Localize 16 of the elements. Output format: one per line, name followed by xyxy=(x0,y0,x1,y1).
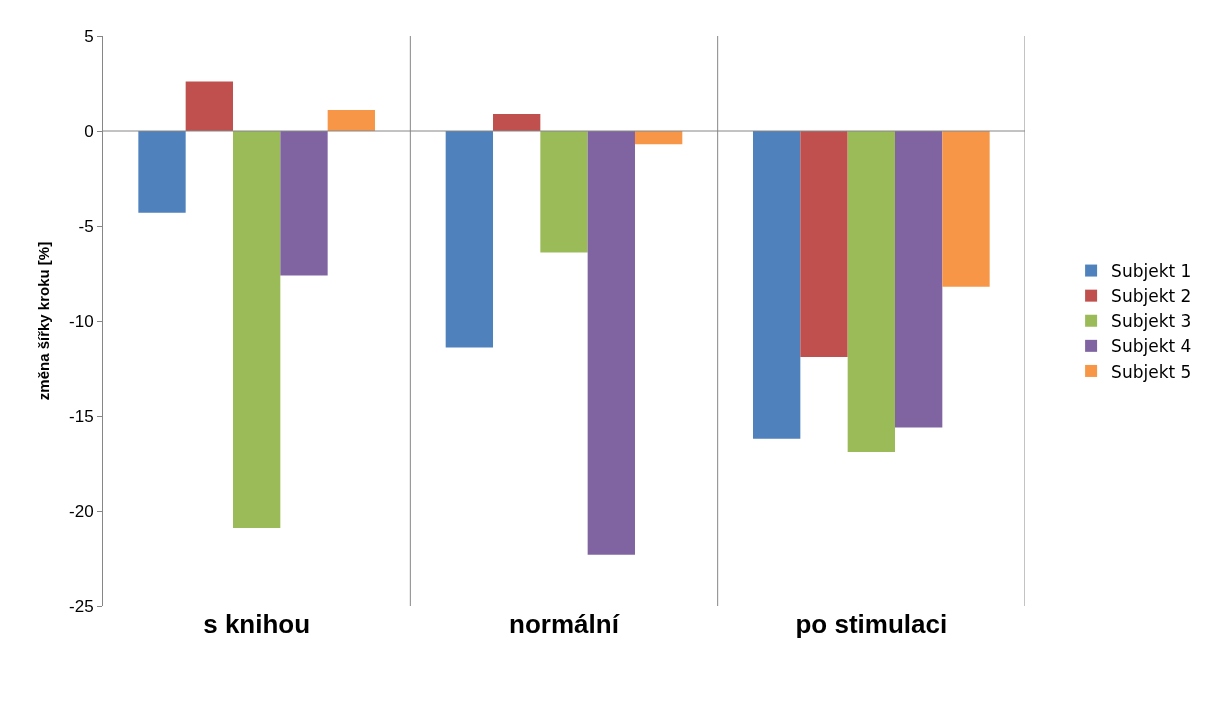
x-tick-label: po stimulaci xyxy=(795,609,948,639)
legend-label: Subjekt 1 xyxy=(1111,261,1192,282)
legend-label: Subjekt 2 xyxy=(1111,286,1192,307)
legend-label: Subjekt 5 xyxy=(1111,361,1192,382)
y-tick-label: -10 xyxy=(69,311,94,331)
y-tick-label: 5 xyxy=(84,26,94,46)
x-tick-label: normální xyxy=(509,609,620,639)
legend-label: Subjekt 4 xyxy=(1111,336,1192,357)
x-tick-label: s knihou xyxy=(203,609,311,639)
y-axis-title: změna šířky kroku [%] xyxy=(35,241,53,401)
y-tick-label: -20 xyxy=(69,501,94,521)
y-tick-label: -15 xyxy=(69,406,94,426)
y-tick-label: -25 xyxy=(69,596,94,616)
y-tick-label: -5 xyxy=(78,216,94,236)
legend-label: Subjekt 3 xyxy=(1111,311,1192,332)
y-tick-label: 0 xyxy=(84,121,94,141)
